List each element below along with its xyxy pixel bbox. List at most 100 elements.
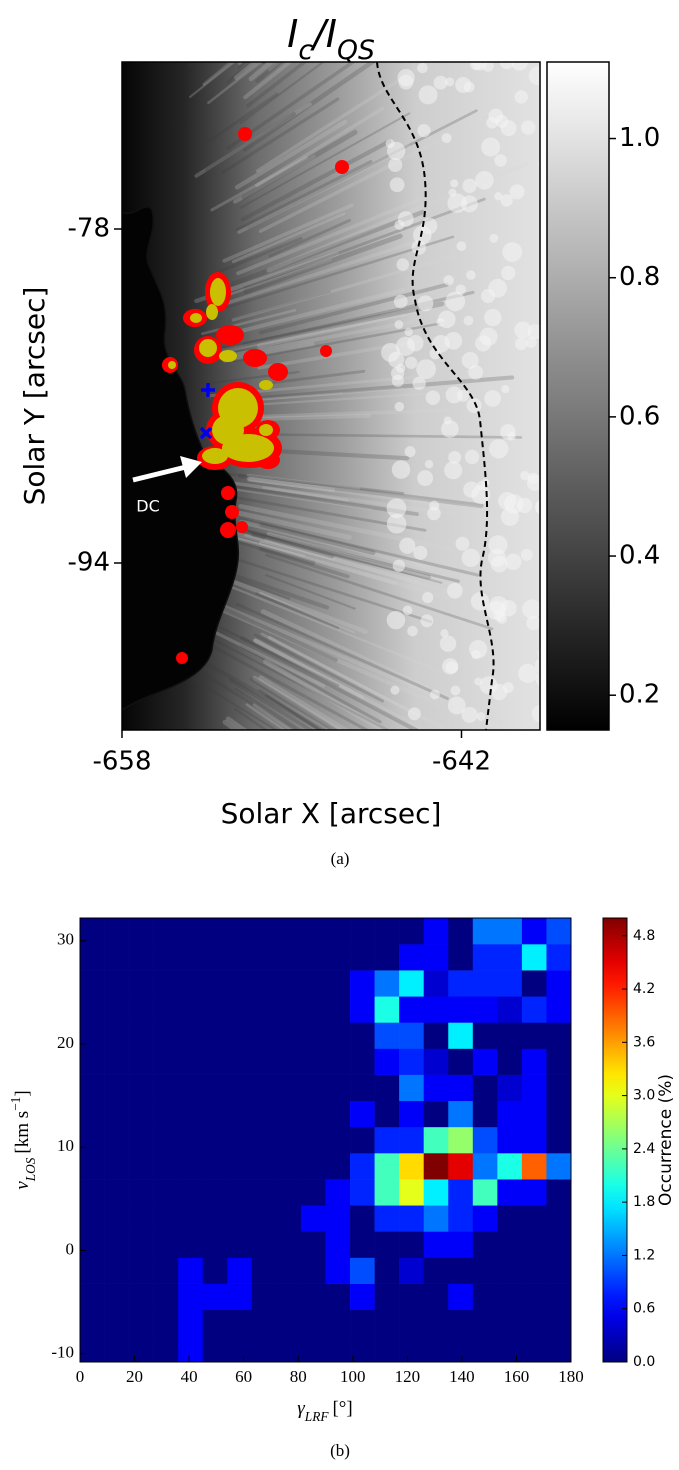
arrow-head — [180, 456, 202, 478]
cell — [153, 918, 179, 945]
cell — [399, 1257, 424, 1284]
cell — [276, 996, 302, 1023]
cell — [251, 1048, 277, 1075]
cell — [472, 1283, 498, 1311]
cell — [472, 1100, 498, 1128]
cell — [227, 1153, 253, 1180]
filament — [266, 531, 511, 602]
granule — [526, 615, 540, 631]
filament — [255, 106, 385, 187]
cell — [276, 918, 302, 945]
granule — [494, 154, 507, 167]
granule — [417, 295, 434, 312]
filament — [267, 635, 450, 730]
cell — [227, 1205, 253, 1232]
y-axis-label: vLOS [km s−1] — [8, 1090, 38, 1189]
granule — [381, 342, 400, 362]
granule — [500, 600, 517, 617]
filament — [240, 139, 392, 222]
cell — [80, 1179, 105, 1206]
cell — [546, 1022, 572, 1049]
filament — [250, 413, 372, 422]
cell — [350, 944, 375, 971]
cell — [80, 1231, 105, 1258]
cell — [129, 996, 154, 1023]
granule — [432, 334, 450, 353]
filament — [265, 574, 356, 610]
cell — [521, 996, 547, 1023]
cell — [178, 1309, 204, 1337]
granule — [417, 62, 428, 74]
cell — [251, 944, 277, 971]
cell — [251, 996, 277, 1023]
colorbar-tick-label: 4.2 — [633, 981, 655, 997]
filament — [218, 527, 420, 584]
cell — [521, 1335, 547, 1363]
granule — [386, 514, 407, 534]
cell — [227, 996, 253, 1023]
granule — [393, 294, 408, 309]
cell — [202, 1153, 228, 1180]
cell — [276, 1022, 302, 1049]
granule — [520, 548, 533, 561]
cell — [80, 1283, 105, 1311]
granule — [525, 336, 537, 348]
label-part: −1 — [8, 1097, 23, 1111]
cell — [202, 1126, 228, 1154]
filament — [252, 703, 294, 730]
filament — [237, 144, 411, 234]
granule — [526, 474, 540, 491]
granule — [407, 625, 418, 637]
cell — [325, 1153, 351, 1180]
cell — [300, 970, 326, 997]
granule — [521, 120, 536, 135]
cell — [129, 1231, 154, 1258]
cell — [153, 1100, 179, 1128]
filament — [228, 484, 419, 517]
cell — [497, 1153, 523, 1180]
cell — [178, 1335, 204, 1363]
cell — [350, 996, 375, 1023]
granule — [490, 555, 508, 573]
cell — [374, 1335, 400, 1363]
cell — [350, 1283, 375, 1311]
filament — [235, 160, 373, 232]
x-tick-label: 80 — [290, 1367, 307, 1386]
granule — [488, 278, 507, 298]
cell — [374, 1179, 400, 1206]
filament — [227, 536, 316, 566]
cell — [104, 1022, 130, 1049]
colorbar-tick-label: 1.0 — [619, 123, 660, 153]
y-tick-label: -10 — [51, 1343, 74, 1362]
cell — [202, 970, 228, 997]
cell — [546, 996, 572, 1023]
granule — [461, 706, 478, 723]
filament — [239, 112, 411, 209]
filament — [207, 62, 263, 105]
filament — [222, 341, 315, 363]
cell — [472, 1048, 498, 1075]
cell — [423, 996, 449, 1023]
cell — [546, 1100, 572, 1128]
cell — [546, 1205, 572, 1232]
filament — [238, 504, 465, 554]
filament — [189, 676, 278, 730]
cell — [448, 996, 474, 1023]
cell — [350, 1309, 375, 1337]
cell — [521, 1048, 547, 1075]
cell — [546, 1335, 572, 1363]
cell — [546, 1153, 572, 1180]
cell — [104, 944, 130, 971]
colorbar-tick-label: 4.8 — [633, 928, 655, 944]
filament — [228, 678, 315, 730]
filament — [258, 689, 324, 730]
cell — [104, 1153, 130, 1180]
contour-dashed — [376, 62, 495, 730]
cell — [448, 1074, 474, 1102]
cell — [448, 1257, 474, 1284]
filament — [207, 519, 460, 583]
granule — [461, 195, 478, 213]
cell — [497, 944, 523, 971]
label-part: ] — [12, 1090, 33, 1096]
